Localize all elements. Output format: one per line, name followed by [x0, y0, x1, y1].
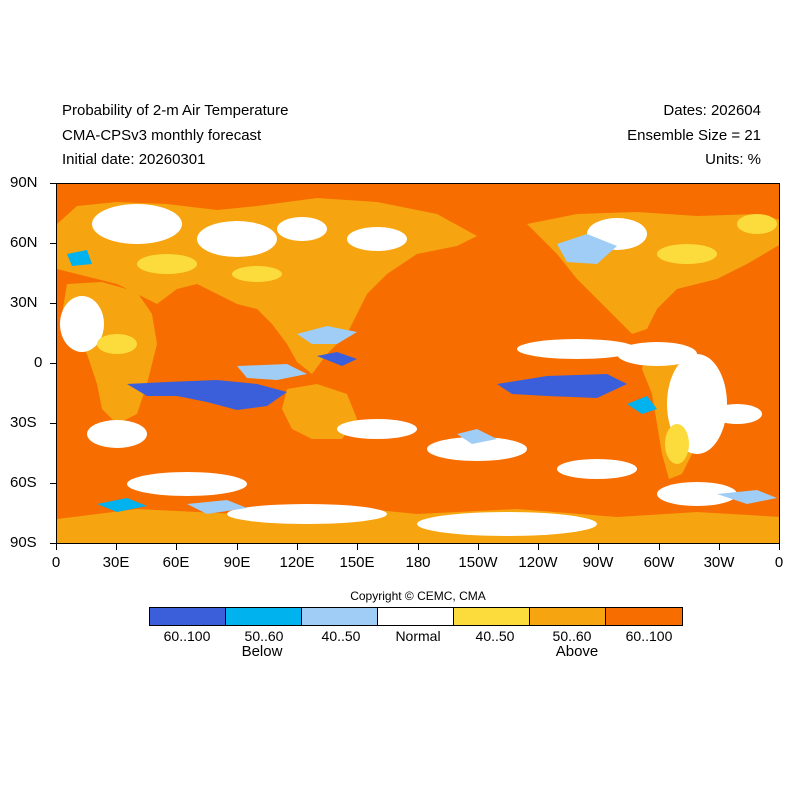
legend-group-above: Above	[555, 643, 599, 660]
legend-label-above-60-100: 60..100	[625, 628, 673, 644]
lon-label-90e: 90E	[223, 554, 251, 571]
lon-label-150e: 150E	[339, 554, 375, 571]
legend-group-below: Below	[241, 643, 283, 660]
lat-label-60n: 60N	[10, 234, 38, 251]
legend-label-above-50-60: 50..60	[552, 628, 592, 644]
legend-swatch-below-50-60	[226, 608, 302, 625]
legend-swatch-above-60-100	[606, 608, 682, 625]
initial-date: Initial date: 20260301	[62, 151, 206, 168]
legend-swatch-above-50-60	[530, 608, 606, 625]
ensemble-size: Ensemble Size = 21	[627, 127, 761, 144]
lon-label-120e: 120E	[279, 554, 315, 571]
model-name: CMA-CPSv3 monthly forecast	[62, 127, 262, 144]
lat-label-0: 0	[34, 354, 43, 371]
legend-label-below-40-50: 40..50	[321, 628, 361, 644]
lat-label-30n: 30N	[10, 294, 38, 311]
lon-label-120w: 120W	[518, 554, 558, 571]
forecast-dates: Dates: 202604	[663, 102, 761, 119]
lon-label-30w: 30W	[703, 554, 735, 571]
lon-label-0-end: 0	[774, 554, 784, 571]
australia-land	[282, 384, 357, 439]
yellow-regions	[97, 214, 777, 464]
lon-label-0: 0	[51, 554, 61, 571]
legend-label-below-60-100: 60..100	[163, 628, 211, 644]
lon-label-180: 180	[405, 554, 431, 571]
legend-swatch-below-40-50	[302, 608, 378, 625]
lat-label-90n: 90N	[10, 174, 38, 191]
lat-label-60s: 60S	[10, 474, 37, 491]
lat-label-30s: 30S	[10, 414, 37, 431]
lon-label-30e: 30E	[102, 554, 130, 571]
legend-label-above-40-50: 40..50	[475, 628, 515, 644]
units-label: Units: %	[705, 151, 761, 168]
copyright-notice: Copyright © CEMC, CMA	[350, 589, 486, 603]
legend-colorbar	[149, 607, 683, 626]
lon-label-60w: 60W	[643, 554, 675, 571]
legend-swatch-normal	[378, 608, 454, 625]
legend-swatch-below-60-100	[150, 608, 226, 625]
lon-label-90w: 90W	[582, 554, 614, 571]
legend-label-below-50-60: 50..60	[244, 628, 284, 644]
lat-label-90s: 90S	[10, 534, 37, 551]
probability-map	[56, 183, 780, 544]
legend-label-normal: Normal	[395, 628, 441, 644]
lon-label-60e: 60E	[162, 554, 190, 571]
lon-label-150w: 150W	[458, 554, 498, 571]
normal-regions	[60, 204, 762, 536]
below-regions	[67, 234, 777, 514]
legend-swatch-above-40-50	[454, 608, 530, 625]
map-field	[57, 184, 779, 543]
map-title: Probability of 2-m Air Temperature	[62, 102, 289, 119]
